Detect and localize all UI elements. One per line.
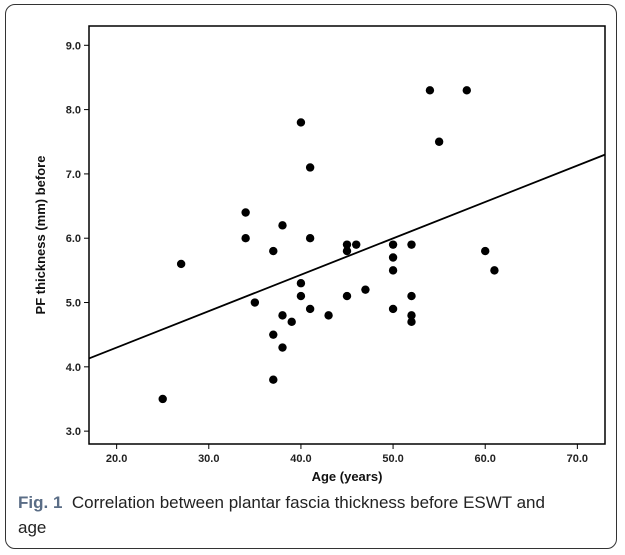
data-point: [388, 304, 398, 314]
y-tick-label: 7.0: [66, 169, 81, 181]
data-point: [342, 240, 352, 249]
y-tick-label: 8.0: [66, 105, 81, 117]
data-point: [407, 291, 416, 301]
data-point: [296, 118, 306, 127]
data-point: [425, 86, 435, 95]
figure-frame: [5, 4, 617, 549]
scatter-chart: 20.0 30.0 40.0 50.0 60.0 70.0 3.0 4.0 5.0 6.0 7.0 8…: [33, 25, 606, 484]
y-tick-label: 5.0: [66, 298, 81, 310]
axis-ticks: 20.0 30.0 40.0 50.0 60.0 70.0 3.0 4.0 5.0 6.0 7.0 8…: [66, 40, 588, 465]
regression-line: [88, 153, 606, 360]
data-point: [241, 234, 250, 243]
data-point: [250, 298, 260, 307]
x-tick-label: 20.0: [106, 453, 127, 465]
data-point: [269, 246, 278, 256]
data-point: [388, 253, 398, 262]
figure-caption-text: Correlation between plantar fascia thick…: [18, 493, 545, 537]
data-point: [324, 311, 333, 320]
data-point: [296, 291, 306, 301]
data-point: [388, 240, 398, 249]
data-point: [241, 208, 250, 217]
data-point: [269, 330, 278, 339]
data-point: [287, 317, 296, 327]
figure-label: Fig. 1: [18, 493, 63, 512]
data-point: [176, 259, 186, 269]
data-point: [269, 375, 278, 384]
data-point: [352, 240, 361, 249]
data-point: [407, 317, 416, 327]
data-point: [342, 246, 352, 256]
x-tick-label: 40.0: [290, 453, 311, 465]
data-point: [305, 304, 315, 314]
data-point: [361, 285, 370, 294]
figure-caption: Fig. 1 Correlation between plantar fasci…: [18, 490, 578, 540]
x-tick-label: 60.0: [475, 453, 496, 465]
data-point: [407, 240, 416, 249]
x-tick-label: 70.0: [567, 453, 588, 465]
data-point: [490, 266, 499, 275]
y-tick-label: 4.0: [66, 362, 81, 374]
data-points: [158, 86, 499, 404]
data-point: [434, 137, 444, 146]
data-point: [407, 311, 416, 320]
data-point: [296, 279, 306, 288]
data-point: [278, 311, 287, 320]
data-point: [342, 291, 352, 301]
data-point: [305, 163, 315, 172]
data-point: [278, 221, 287, 230]
plot-area: [88, 25, 606, 445]
y-tick-label: 6.0: [66, 233, 81, 245]
x-tick-label: 50.0: [382, 453, 403, 465]
data-point: [462, 86, 471, 95]
data-point: [278, 343, 287, 352]
y-tick-label: 3.0: [66, 426, 81, 438]
y-tick-label: 9.0: [66, 40, 81, 52]
data-point: [481, 246, 490, 256]
data-point: [158, 394, 167, 404]
x-tick-label: 30.0: [198, 453, 219, 465]
x-axis-title: Age (years): [312, 469, 383, 484]
data-point: [305, 234, 315, 243]
y-axis-title: PF thickness (mm) before: [33, 156, 48, 315]
data-point: [388, 266, 398, 275]
